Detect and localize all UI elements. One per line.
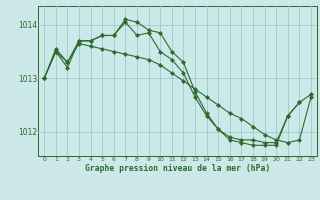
X-axis label: Graphe pression niveau de la mer (hPa): Graphe pression niveau de la mer (hPa) [85,164,270,173]
